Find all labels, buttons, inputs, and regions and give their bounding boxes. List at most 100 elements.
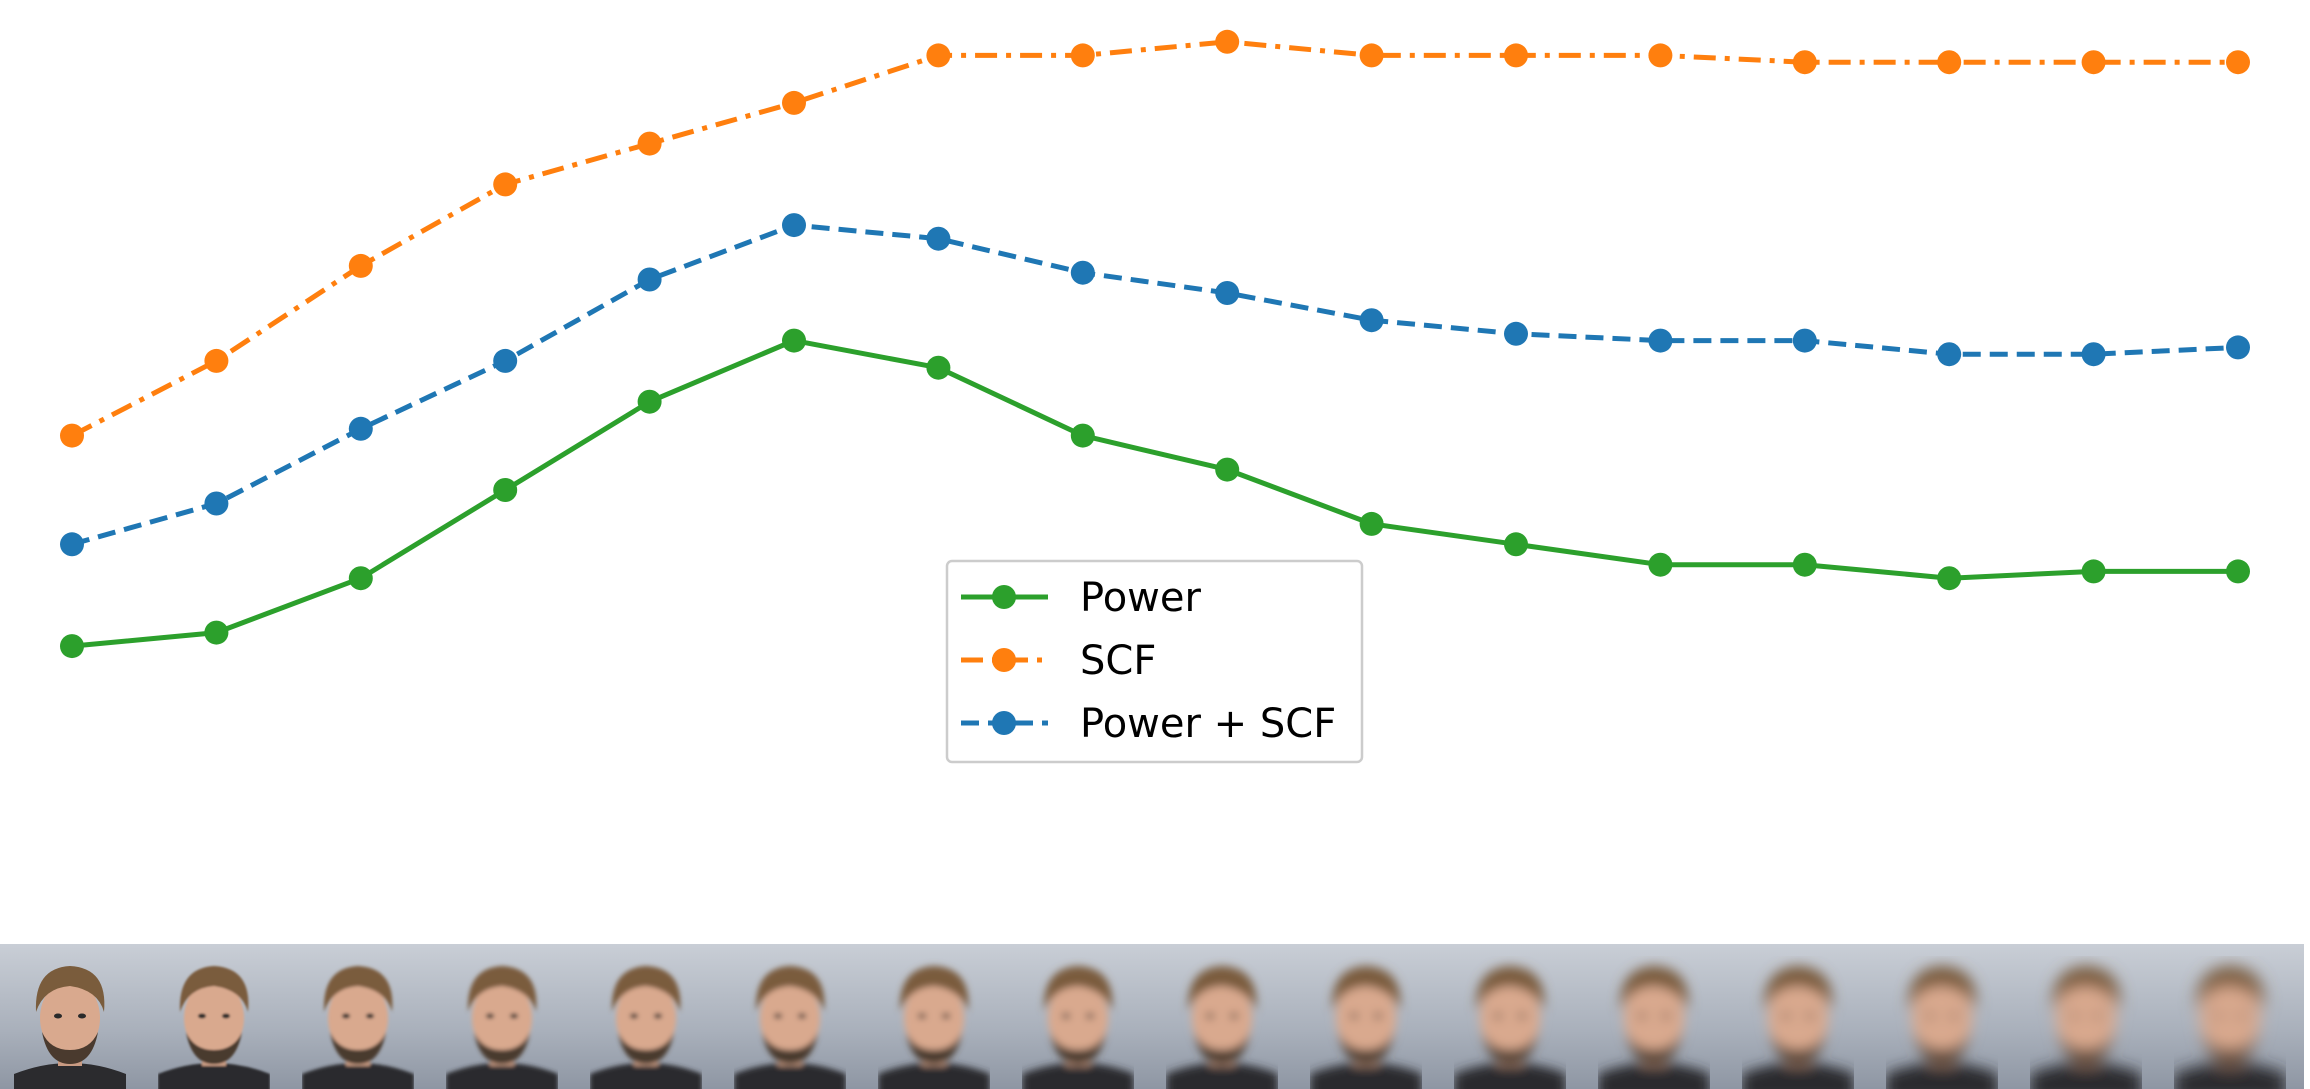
data-point-power-scf-16 bbox=[2226, 335, 2250, 360]
portrait-image bbox=[2174, 966, 2286, 1089]
portrait-image bbox=[1310, 966, 1422, 1089]
portrait-thumbnail bbox=[720, 944, 864, 1089]
portrait-image bbox=[1886, 966, 1998, 1089]
legend-label: SCF bbox=[1080, 638, 1156, 684]
data-point-power-scf-12 bbox=[1648, 328, 1673, 353]
series-layer bbox=[60, 29, 2250, 659]
series-line-power-scf bbox=[71, 222, 2239, 547]
legend-label: Power + SCF bbox=[1080, 701, 1336, 747]
portrait-thumbnail bbox=[864, 944, 1008, 1089]
legend-swatch-marker bbox=[992, 585, 1016, 609]
portrait-thumbnail bbox=[1152, 944, 1296, 1089]
series-power-scf bbox=[60, 213, 2250, 557]
data-point-power-5 bbox=[637, 389, 662, 414]
data-point-power-9 bbox=[1215, 457, 1240, 482]
legend-entry-power: Power bbox=[961, 575, 1201, 621]
series-line-power bbox=[71, 338, 2238, 649]
portrait-image bbox=[1022, 966, 1134, 1089]
data-point-power-scf-13 bbox=[1792, 328, 1817, 353]
legend: Power SCF Power + SCF bbox=[945, 559, 1364, 764]
portrait-image bbox=[14, 966, 126, 1089]
portrait-image bbox=[1454, 966, 1566, 1089]
portrait-thumbnail bbox=[1872, 944, 2016, 1089]
data-point-power-scf-2 bbox=[204, 491, 229, 516]
legend-entry-scf: SCF bbox=[961, 638, 1156, 684]
legend-entry-power-scf: Power + SCF bbox=[961, 701, 1336, 747]
data-point-power-7 bbox=[926, 355, 951, 380]
legend-swatch-marker bbox=[992, 711, 1016, 735]
portrait-image bbox=[1598, 966, 1710, 1089]
portrait-thumbnail bbox=[1008, 944, 1152, 1089]
data-point-scf-6 bbox=[782, 90, 806, 115]
data-point-power-8 bbox=[1070, 423, 1095, 448]
data-point-power-1 bbox=[60, 634, 84, 659]
data-point-power-scf-14 bbox=[1937, 342, 1962, 367]
data-point-scf-4 bbox=[493, 172, 518, 197]
portrait-thumbnail bbox=[1728, 944, 1872, 1089]
portrait-thumbnail bbox=[288, 944, 432, 1089]
portrait-thumbnail bbox=[432, 944, 576, 1089]
legend-swatch-marker bbox=[992, 648, 1016, 672]
data-point-scf-16 bbox=[2226, 50, 2250, 75]
data-point-power-10 bbox=[1359, 511, 1384, 536]
data-point-power-13 bbox=[1792, 552, 1817, 577]
data-point-scf-10 bbox=[1359, 43, 1384, 68]
data-point-power-4 bbox=[493, 478, 518, 502]
portrait-image bbox=[158, 966, 270, 1089]
data-point-scf-1 bbox=[60, 423, 84, 448]
data-point-power-11 bbox=[1504, 532, 1528, 557]
legend-entries: Power SCF Power + SCF bbox=[961, 575, 1336, 747]
data-point-scf-3 bbox=[348, 253, 373, 278]
data-point-scf-8 bbox=[1070, 43, 1095, 68]
series-scf bbox=[60, 29, 2250, 448]
data-point-scf-2 bbox=[204, 348, 229, 373]
data-point-scf-7 bbox=[926, 43, 951, 68]
data-point-power-scf-9 bbox=[1215, 281, 1240, 305]
portrait-image bbox=[590, 966, 702, 1089]
data-point-scf-5 bbox=[637, 131, 662, 156]
data-point-power-scf-15 bbox=[2081, 342, 2106, 367]
thumbnail-strip bbox=[0, 944, 2310, 1089]
portrait-thumbnail bbox=[1440, 944, 1584, 1089]
portrait-thumbnail bbox=[576, 944, 720, 1089]
portrait-image bbox=[878, 966, 990, 1089]
data-point-power-16 bbox=[2226, 559, 2250, 584]
portrait-thumbnail bbox=[2016, 944, 2160, 1089]
data-point-power-2 bbox=[204, 620, 229, 645]
portrait-thumbnail bbox=[144, 944, 288, 1089]
data-point-scf-12 bbox=[1648, 43, 1673, 68]
data-point-power-12 bbox=[1648, 552, 1673, 577]
data-point-power-scf-3 bbox=[348, 416, 373, 441]
portrait-thumbnail bbox=[0, 944, 144, 1089]
portrait-thumbnail bbox=[2160, 944, 2304, 1089]
data-point-power-14 bbox=[1937, 566, 1962, 591]
data-point-scf-14 bbox=[1937, 50, 1962, 75]
portrait-image bbox=[1166, 966, 1278, 1089]
data-point-scf-13 bbox=[1792, 50, 1817, 75]
series-line-scf bbox=[70, 39, 2238, 438]
legend-frame bbox=[945, 559, 1364, 764]
data-point-power-scf-7 bbox=[926, 226, 951, 251]
series-power bbox=[60, 328, 2250, 659]
portrait-thumbnail bbox=[1584, 944, 1728, 1089]
portrait-image bbox=[734, 966, 846, 1089]
data-point-scf-15 bbox=[2081, 50, 2106, 75]
data-point-scf-11 bbox=[1504, 43, 1528, 68]
data-point-power-6 bbox=[782, 328, 806, 353]
data-point-power-scf-6 bbox=[782, 213, 806, 238]
portrait-image bbox=[2030, 966, 2142, 1089]
data-point-power-scf-11 bbox=[1504, 321, 1528, 346]
data-point-power-scf-1 bbox=[60, 532, 84, 557]
portrait-image bbox=[446, 966, 558, 1089]
portrait-thumbnail bbox=[1296, 944, 1440, 1089]
data-point-power-scf-10 bbox=[1359, 308, 1384, 333]
data-point-power-scf-5 bbox=[637, 267, 662, 292]
data-point-power-3 bbox=[348, 566, 373, 591]
legend-label: Power bbox=[1080, 575, 1201, 621]
portrait-image bbox=[302, 966, 414, 1089]
line-chart: Power SCF Power + SCF bbox=[60, 29, 2250, 764]
data-point-power-scf-8 bbox=[1070, 260, 1095, 285]
data-point-power-15 bbox=[2081, 559, 2106, 584]
data-point-power-scf-4 bbox=[493, 348, 518, 373]
